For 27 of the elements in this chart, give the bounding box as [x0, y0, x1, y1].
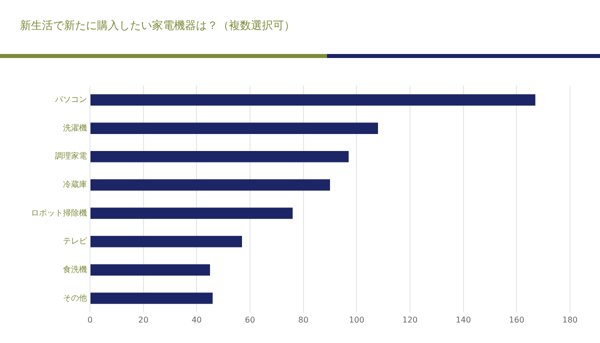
x-tick-label: 80 [298, 315, 308, 324]
bar [90, 122, 378, 134]
bar [90, 208, 293, 219]
bar [90, 292, 213, 304]
y-tick-label: 調理家電 [55, 152, 87, 161]
x-tick-label: 120 [402, 315, 418, 324]
bar [90, 236, 242, 248]
chart-title: 新生活で新たに購入したい家電機器は？（複数選択可） [20, 18, 295, 33]
y-tick-label: テレビ [63, 236, 88, 246]
x-tick-label: 140 [456, 315, 471, 324]
bar [90, 179, 330, 191]
x-tick-label: 100 [349, 315, 364, 324]
x-tick-label: 160 [509, 315, 524, 324]
x-tick-label: 40 [192, 315, 202, 324]
y-tick-label: パソコン [54, 95, 87, 104]
y-tick-label: その他 [63, 293, 87, 302]
x-tick-label: 180 [562, 315, 578, 324]
y-tick-label: 食洗機 [63, 264, 87, 274]
x-tick-label: 0 [87, 315, 93, 324]
x-tick-label: 60 [244, 315, 256, 324]
x-tick-label: 20 [138, 315, 148, 324]
y-tick-label: ロボット掃除機 [31, 208, 87, 218]
bar [90, 94, 536, 106]
bar [90, 264, 210, 276]
y-tick-label: 冷蔵庫 [63, 180, 87, 190]
y-tick-label: 洗濯機 [63, 123, 87, 132]
bar [90, 150, 349, 162]
